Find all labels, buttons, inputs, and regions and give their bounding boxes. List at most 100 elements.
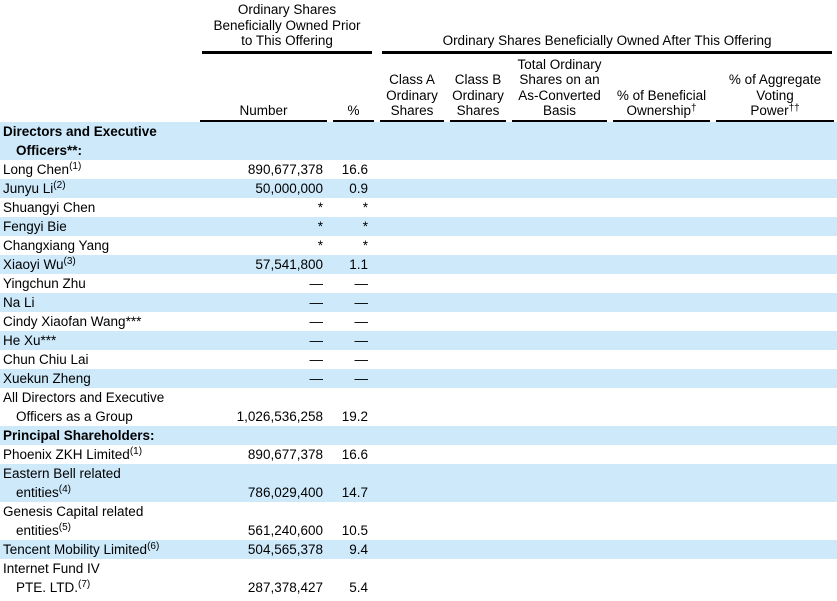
class-b-shares-cell: [447, 464, 509, 502]
superscript-note: (3): [63, 256, 76, 267]
number-cell: *: [317, 237, 323, 253]
percent-cell: [330, 122, 377, 160]
text-line: Power††: [750, 102, 800, 118]
text-line: Changxiang Yang: [3, 237, 110, 253]
column-label-total: Total Ordinary Shares on an As-Converted Ba…: [512, 57, 608, 122]
text-line: He Xu***: [3, 332, 57, 348]
text-line: Shares: [390, 103, 434, 118]
class-b-shares-cell: [447, 369, 509, 388]
text-line: Number: [239, 103, 288, 118]
text-line: % of Beneficial: [616, 87, 707, 103]
class-b-shares-cell: [447, 540, 509, 559]
group-header-after-offering: Ordinary Shares Beneficially Owned After…: [377, 0, 837, 54]
name-cell: All Directors and Executive Officers as a…: [0, 388, 197, 426]
name-cell: Xiaoyi Wu(3): [0, 255, 197, 274]
beneficial-ownership-cell: [610, 464, 713, 502]
number-cell: 890,677,378: [247, 446, 323, 462]
beneficial-ownership-cell: [610, 331, 713, 350]
total-converted-cell: [509, 198, 610, 217]
col-header-total-converted: Total Ordinary Shares on an As-Converted Ba…: [509, 54, 610, 122]
group-header-row: Ordinary Shares Beneficially Owned Prior t…: [0, 0, 837, 54]
beneficial-ownership-cell: [610, 502, 713, 540]
total-converted-cell: [509, 388, 610, 426]
text-line: to This Offering: [241, 33, 333, 48]
total-converted-cell: [509, 160, 610, 179]
name-cell: He Xu***: [0, 331, 197, 350]
class-a-shares-cell: [377, 274, 447, 293]
text-line: Ordinary Shares: [237, 2, 337, 17]
name-cell: Yingchun Zhu: [0, 274, 197, 293]
superscript-note: (6): [147, 541, 160, 552]
voting-power-cell: [713, 540, 837, 559]
voting-power-cell: [713, 350, 837, 369]
table-row: Chun Chiu Lai — —: [0, 350, 837, 369]
column-label-class-b: Class B Ordinary Shares: [450, 72, 507, 122]
beneficial-ownership-cell: [610, 122, 713, 160]
table-row: He Xu*** — —: [0, 330, 837, 350]
total-converted-cell: [509, 426, 610, 445]
text-line: Chun Chiu Lai: [3, 351, 89, 367]
total-converted-cell: [509, 312, 610, 331]
table-row: Tencent Mobility Limited(6) 504,565,378 …: [0, 539, 837, 559]
class-b-shares-cell: [447, 312, 509, 331]
group-header-prior-text: Ordinary Shares Beneficially Owned Prior t…: [202, 2, 373, 54]
column-label-voting: % of Aggregate Voting Power††: [716, 72, 835, 122]
number-cell: —: [309, 370, 324, 386]
text-line: Xuekun Zheng: [3, 370, 91, 386]
total-converted-cell: [509, 293, 610, 312]
percent-cell: 19.2: [341, 408, 369, 424]
name-cell: Long Chen(1): [0, 160, 197, 179]
name-cell: Changxiang Yang: [0, 236, 197, 255]
superscript-note: (1): [69, 161, 82, 172]
column-label-class-a: Class A Ordinary Shares: [380, 72, 445, 122]
percent-cell: —: [354, 351, 369, 367]
total-converted-cell: [509, 445, 610, 464]
section-header-row: Principal Shareholders:: [0, 425, 837, 445]
class-a-shares-cell: [377, 293, 447, 312]
text-line: Ordinary: [386, 87, 438, 103]
percent-cell: 14.7: [341, 484, 369, 500]
name-cell: Shuangyi Chen: [0, 198, 197, 217]
total-converted-cell: [509, 464, 610, 502]
voting-power-cell: [713, 179, 837, 198]
superscript-note: (1): [129, 446, 143, 457]
number-cell: —: [309, 351, 324, 367]
class-a-shares-cell: [377, 198, 447, 217]
class-a-shares-cell: [377, 312, 447, 331]
text-line: Junyu Li(2): [3, 180, 66, 196]
text-line: Long Chen(1): [3, 161, 82, 177]
voting-power-cell: [713, 236, 837, 255]
name-cell: Tencent Mobility Limited(6): [0, 540, 197, 559]
group-header-after-text: Ordinary Shares Beneficially Owned After…: [382, 33, 833, 54]
percent-cell: 1.1: [349, 256, 369, 272]
class-b-shares-cell: [447, 217, 509, 236]
superscript-note: †: [691, 102, 697, 114]
superscript-note: (4): [58, 484, 72, 495]
total-converted-cell: [509, 502, 610, 540]
beneficial-ownership-cell: [610, 388, 713, 426]
voting-power-cell: [713, 217, 837, 236]
col-header-class-a-shares: Class A Ordinary Shares: [377, 54, 447, 122]
total-converted-cell: [509, 350, 610, 369]
total-converted-cell: [509, 540, 610, 559]
name-cell: Na Li: [0, 293, 197, 312]
percent-cell: —: [354, 294, 369, 310]
table-row: All Directors and Executive Officers as a…: [0, 388, 837, 426]
class-a-shares-cell: [377, 426, 447, 445]
number-cell: 1,026,536,258: [236, 408, 323, 424]
text-line: Cindy Xiaofan Wang***: [3, 313, 142, 329]
table-row: Xuekun Zheng — —: [0, 368, 837, 388]
text-line: Principal Shareholders:: [3, 427, 155, 443]
class-b-shares-cell: [447, 388, 509, 426]
name-cell: Genesis Capital related entities(5): [0, 502, 197, 540]
superscript-note: (5): [58, 522, 72, 533]
section-header-row: Directors and Executive Officers**:: [0, 121, 837, 160]
beneficial-ownership-cell: [610, 198, 713, 217]
voting-power-cell: [713, 331, 837, 350]
number-cell: [197, 426, 330, 445]
text-line: Phoenix ZKH Limited(1): [3, 446, 143, 462]
class-b-shares-cell: [447, 160, 509, 179]
percent-cell: 16.6: [341, 446, 369, 462]
